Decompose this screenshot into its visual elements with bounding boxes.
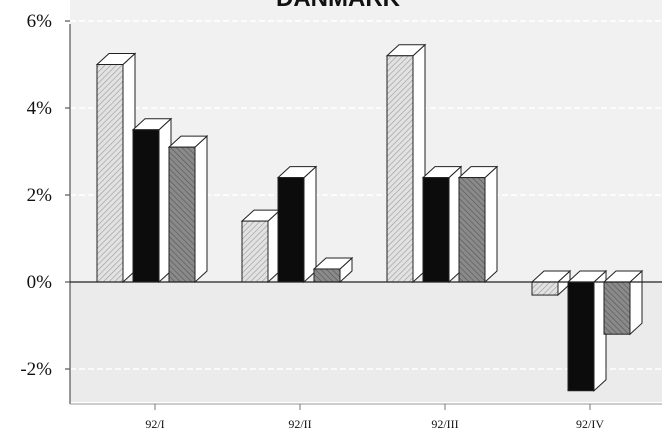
x-tick-label: 92/II: [288, 417, 311, 431]
bar-front-face: [96, 64, 124, 283]
bar-front-face: [277, 177, 305, 283]
bar-side-face: [303, 165, 317, 284]
bar-side-face: [194, 135, 208, 284]
bar: [566, 269, 608, 392]
bar-front-face: [567, 281, 595, 392]
bar: [240, 208, 282, 284]
bar: [95, 52, 137, 284]
bars: [95, 43, 644, 392]
y-tick-label: 0%: [27, 272, 53, 293]
bar: [276, 165, 318, 284]
bar-side-face: [484, 165, 498, 284]
y-tick-labels: 6% 4% 2% 0% -2%: [20, 11, 70, 380]
y-tick-label: -2%: [20, 359, 52, 380]
bar-front-face: [422, 177, 450, 283]
bar-front-face: [386, 55, 414, 283]
bar: [457, 165, 499, 284]
bar: [167, 135, 209, 284]
chart-title: DANMARK: [276, 0, 401, 12]
axes: [69, 24, 662, 405]
x-tick-label: 92/IV: [576, 417, 604, 431]
bar-front-face: [603, 281, 631, 335]
bar-front-face: [168, 146, 196, 283]
y-tick-label: 6%: [27, 11, 53, 32]
bar: [385, 43, 427, 284]
bar: [421, 165, 463, 284]
bar-front-face: [313, 268, 341, 283]
plot-area-lower: [70, 282, 662, 402]
bar-front-face: [241, 220, 269, 283]
bar: [312, 256, 354, 284]
bar-front-face: [458, 177, 486, 283]
y-tick-label: 4%: [27, 98, 53, 119]
x-tick-labels: 92/I 92/II 92/III 92/IV: [145, 404, 604, 431]
bar-front-face: [132, 129, 160, 283]
bar: [131, 117, 173, 284]
x-tick-label: 92/III: [431, 417, 458, 431]
x-tick-label: 92/I: [145, 417, 164, 431]
bar: [602, 269, 644, 336]
y-tick-label: 2%: [27, 185, 53, 206]
bar-front-face: [531, 281, 559, 296]
bar: [530, 269, 572, 297]
